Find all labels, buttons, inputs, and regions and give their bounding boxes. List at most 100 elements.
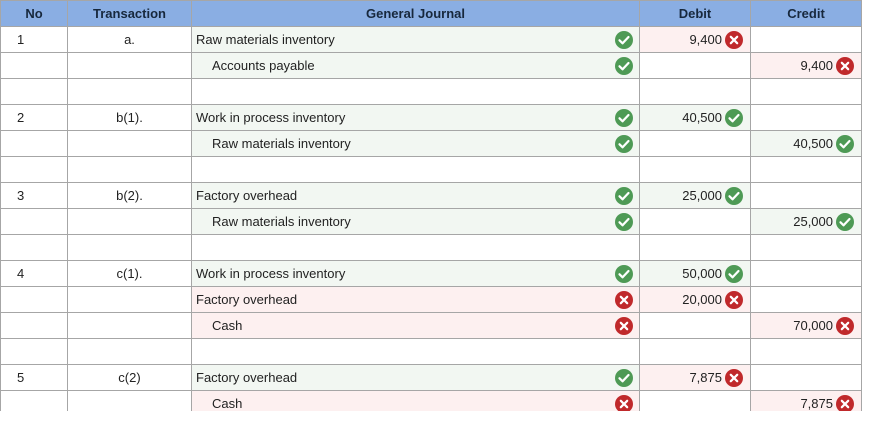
transaction-cell[interactable]: b(1). (67, 104, 192, 131)
column-header-no: No (0, 0, 68, 27)
credit-cell[interactable]: 9,400 (750, 52, 862, 79)
credit-cell[interactable]: 25,000 (750, 208, 862, 235)
account-cell[interactable]: Work in process inventory (191, 260, 640, 287)
entry-number-cell (0, 208, 68, 235)
transaction-cell[interactable] (67, 208, 192, 235)
debit-amount: 20,000 (682, 292, 722, 307)
column-header-general-journal: General Journal (191, 0, 640, 27)
cross-icon (615, 290, 633, 309)
blank-cell[interactable] (750, 78, 862, 105)
debit-cell[interactable]: 50,000 (639, 260, 751, 287)
credit-cell[interactable] (750, 26, 862, 53)
entry-number-cell: 3 (0, 182, 68, 209)
account-name: Work in process inventory (196, 110, 346, 125)
blank-cell[interactable] (67, 78, 192, 105)
transaction-cell[interactable] (67, 286, 192, 313)
account-cell[interactable]: Factory overhead (191, 182, 640, 209)
column-header-debit: Debit (639, 0, 751, 27)
credit-amount: 40,500 (793, 136, 833, 151)
journal-row: Cash 70,000 (0, 312, 862, 339)
check-icon (836, 212, 854, 231)
general-journal-table: No Transaction General Journal Debit Cre… (0, 0, 862, 411)
credit-cell[interactable] (750, 182, 862, 209)
debit-cell[interactable]: 7,875 (639, 364, 751, 391)
credit-cell[interactable] (750, 104, 862, 131)
account-name: Raw materials inventory (212, 214, 351, 229)
account-cell[interactable]: Accounts payable (191, 52, 640, 79)
journal-row: Factory overhead 20,000 (0, 286, 862, 313)
debit-cell[interactable]: 20,000 (639, 286, 751, 313)
debit-cell[interactable] (639, 52, 751, 79)
debit-cell[interactable] (639, 312, 751, 339)
debit-cell[interactable] (639, 208, 751, 235)
transaction-cell[interactable] (67, 130, 192, 157)
journal-row: 2 b(1). Work in process inventory 40,500 (0, 104, 862, 131)
cross-icon (836, 56, 854, 75)
blank-cell[interactable] (67, 338, 192, 365)
cross-icon (725, 30, 743, 49)
account-name: Factory overhead (196, 292, 298, 307)
blank-cell[interactable] (191, 78, 640, 105)
account-cell[interactable]: Raw materials inventory (191, 208, 640, 235)
account-name: Factory overhead (196, 370, 298, 385)
blank-cell[interactable] (639, 338, 751, 365)
account-cell[interactable]: Factory overhead (191, 364, 640, 391)
credit-amount: 25,000 (793, 214, 833, 229)
blank-cell[interactable] (191, 156, 640, 183)
credit-cell[interactable] (750, 260, 862, 287)
blank-cell[interactable] (0, 78, 68, 105)
journal-row: Cash 7,875 (0, 390, 862, 411)
transaction-cell[interactable] (67, 52, 192, 79)
debit-cell[interactable]: 25,000 (639, 182, 751, 209)
debit-cell[interactable] (639, 390, 751, 411)
blank-cell[interactable] (639, 234, 751, 261)
blank-cell[interactable] (750, 156, 862, 183)
blank-cell[interactable] (191, 338, 640, 365)
transaction-cell[interactable]: c(2) (67, 364, 192, 391)
cross-icon (725, 290, 743, 309)
entry-number-cell (0, 52, 68, 79)
credit-cell[interactable]: 7,875 (750, 390, 862, 411)
account-cell[interactable]: Work in process inventory (191, 104, 640, 131)
debit-amount: 9,400 (689, 32, 722, 47)
blank-cell[interactable] (639, 156, 751, 183)
account-cell[interactable]: Cash (191, 312, 640, 339)
blank-cell[interactable] (0, 156, 68, 183)
account-cell[interactable]: Cash (191, 390, 640, 411)
debit-cell[interactable] (639, 130, 751, 157)
transaction-cell[interactable]: a. (67, 26, 192, 53)
blank-cell[interactable] (67, 156, 192, 183)
cross-icon (615, 394, 633, 411)
transaction-cell[interactable]: c(1). (67, 260, 192, 287)
blank-cell[interactable] (0, 338, 68, 365)
entry-number-cell (0, 130, 68, 157)
blank-cell[interactable] (750, 338, 862, 365)
journal-row: Raw materials inventory 25,000 (0, 208, 862, 235)
transaction-cell[interactable] (67, 312, 192, 339)
journal-row: 1 a. Raw materials inventory 9,400 (0, 26, 862, 53)
account-cell[interactable]: Raw materials inventory (191, 130, 640, 157)
check-icon (725, 108, 743, 127)
transaction-cell[interactable] (67, 390, 192, 411)
debit-cell[interactable]: 40,500 (639, 104, 751, 131)
blank-cell[interactable] (0, 234, 68, 261)
debit-cell[interactable]: 9,400 (639, 26, 751, 53)
credit-cell[interactable]: 40,500 (750, 130, 862, 157)
account-cell[interactable]: Raw materials inventory (191, 26, 640, 53)
account-name: Raw materials inventory (196, 32, 335, 47)
blank-row (0, 78, 862, 105)
cross-icon (615, 316, 633, 335)
entry-number-cell: 2 (0, 104, 68, 131)
account-cell[interactable]: Factory overhead (191, 286, 640, 313)
credit-cell[interactable]: 70,000 (750, 312, 862, 339)
entry-number-cell (0, 312, 68, 339)
transaction-cell[interactable]: b(2). (67, 182, 192, 209)
blank-cell[interactable] (639, 78, 751, 105)
blank-cell[interactable] (750, 234, 862, 261)
cross-icon (836, 316, 854, 335)
blank-cell[interactable] (67, 234, 192, 261)
blank-cell[interactable] (191, 234, 640, 261)
credit-cell[interactable] (750, 286, 862, 313)
credit-cell[interactable] (750, 364, 862, 391)
check-icon (615, 30, 633, 49)
